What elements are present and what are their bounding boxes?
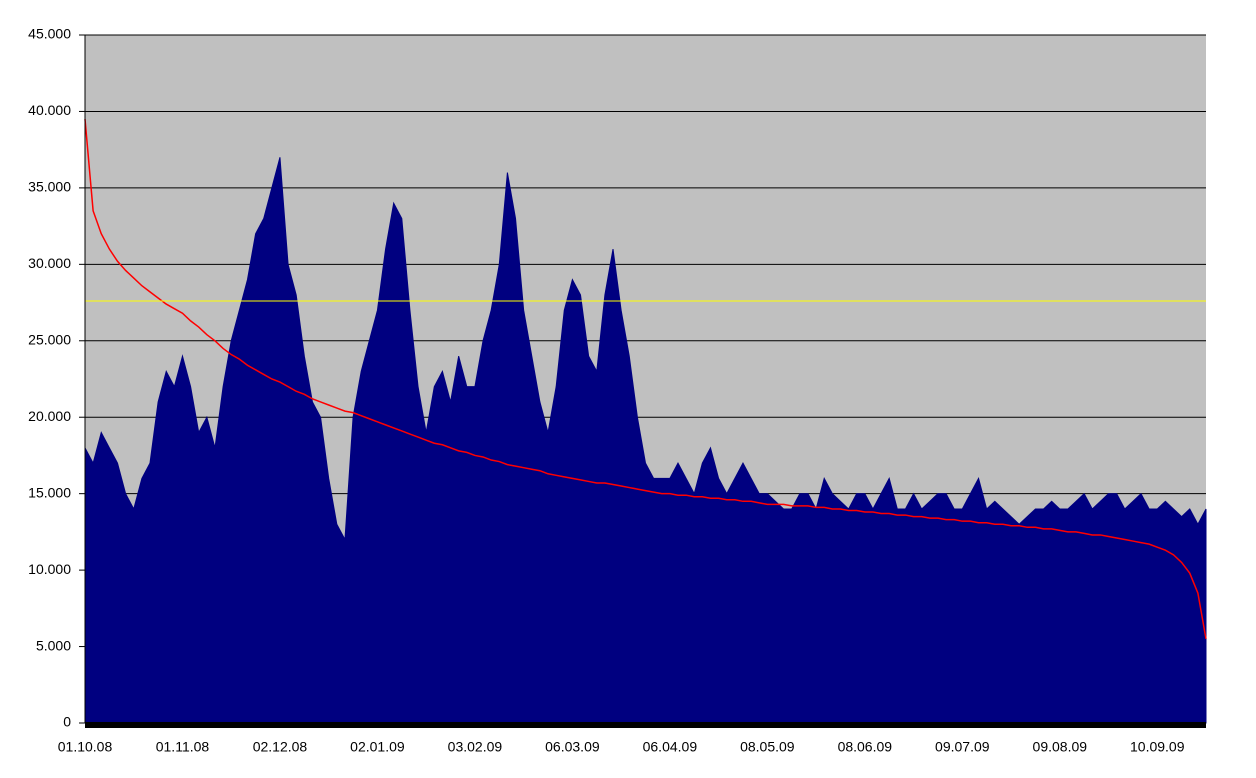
x-tick-label: 02.12.08 <box>253 739 308 755</box>
y-tick-label: 45.000 <box>28 26 71 42</box>
x-tick-label: 10.09.09 <box>1130 739 1185 755</box>
y-tick-label: 15.000 <box>28 484 71 500</box>
x-tick-label: 06.04.09 <box>643 739 698 755</box>
area <box>84 157 1207 724</box>
x-tick-label: 01.11.08 <box>156 739 210 755</box>
marks <box>84 119 1207 724</box>
y-tick-label: 10.000 <box>28 561 71 577</box>
x-tick-label: 03.02.09 <box>448 739 503 755</box>
y-tick-label: 35.000 <box>28 179 71 195</box>
x-tick-label: 02.01.09 <box>350 739 405 755</box>
x-tick-label: 06.03.09 <box>545 739 600 755</box>
y-tick-label: 5.000 <box>36 637 71 653</box>
y-tick-label: 25.000 <box>28 331 71 347</box>
y-tick-label: 0 <box>63 714 71 730</box>
labels: 0 5.000 10.000 15.000 20.000 25.000 30.000 35.0… <box>28 26 1185 755</box>
y-tick-label: 20.000 <box>28 408 71 424</box>
x-tick-label: 01.10.08 <box>58 739 113 755</box>
x-tick-label: 08.05.09 <box>740 739 795 755</box>
y-tick-label: 40.000 <box>28 102 71 118</box>
x-axis <box>85 722 1206 728</box>
line <box>84 119 1207 640</box>
y-tick-label: 30.000 <box>28 255 71 271</box>
x-tick-label: 08.06.09 <box>838 739 893 755</box>
x-tick-label: 09.08.09 <box>1033 739 1088 755</box>
x-tick-label: 09.07.09 <box>935 739 990 755</box>
